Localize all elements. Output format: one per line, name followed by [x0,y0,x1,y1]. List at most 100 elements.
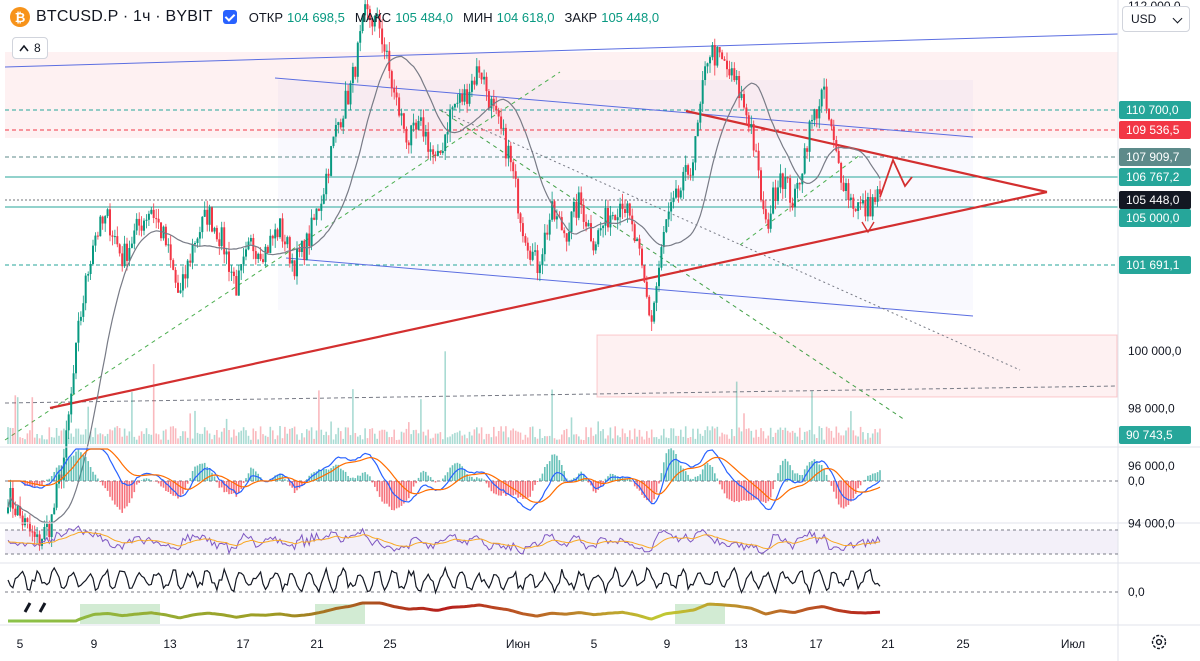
volume-bar [609,427,612,444]
volume-bar [803,431,806,444]
volume-bar [114,427,116,444]
candle-body [636,238,639,241]
histogram-bar [347,476,349,481]
volume-bar [405,428,408,444]
histogram-bar [60,465,63,481]
histogram-bar [24,481,26,486]
volume-bar [716,426,719,444]
volume-bar [318,390,320,444]
histogram-bar [799,475,801,481]
histogram-bar [449,467,451,481]
candle-body [368,9,371,21]
histogram-bar [869,475,872,481]
candle-body [551,201,554,220]
candle-body [235,276,238,296]
candle-body [135,218,138,231]
volume-bar [738,427,740,444]
volume-bar [595,434,597,444]
histogram-bar [544,467,546,481]
volume-bar [468,431,471,444]
histogram-bar [529,481,531,497]
candles [7,0,881,551]
volume-bar [733,436,736,444]
volume-bar [427,429,429,444]
candle-body [679,190,682,198]
histogram-bar [782,460,784,481]
volume-bar [94,427,97,444]
volume-bar [145,428,148,444]
histogram-bar [847,481,850,505]
volume-bar [240,430,242,444]
candle-body [869,197,872,217]
candle-body [747,115,750,128]
candle-body [767,219,770,229]
candle-body [89,264,92,274]
histogram-bar [53,472,55,481]
volume-bar [123,428,126,444]
candle-body [106,209,109,217]
volume-bar [808,429,811,444]
candle-body [189,260,192,263]
histogram-bar [337,464,340,481]
volume-bar [281,438,284,444]
histogram-bar [755,481,757,500]
volume-bar [874,429,876,444]
volume-bar [415,429,417,444]
histogram-bar [740,481,743,501]
candle-body [648,296,651,316]
candle-body [439,150,442,154]
gear-icon[interactable] [1150,633,1168,651]
histogram-bar [364,472,366,481]
volume-bar [148,434,150,444]
histogram-bar [238,481,240,493]
resistance-zone [5,52,1118,138]
candle-body [794,188,796,208]
histogram-bar [291,481,293,488]
volume-bar [238,432,240,444]
candle-body [628,203,631,216]
histogram-bar [332,466,335,481]
volume-bar [417,433,420,444]
indicators-toggle-button[interactable]: 8 [12,37,48,59]
volume-bar [223,428,225,444]
symbol-title[interactable]: BTCUSD.P · 1ч · BYBIT [36,8,213,25]
candle-body [337,122,340,125]
price-label-bg [1119,191,1191,209]
volume-bar [495,436,497,444]
candle-body [502,127,505,129]
histogram-bar [473,478,476,481]
time-tick: 21 [310,637,324,651]
candle-body [638,238,641,249]
volume-bar [466,438,468,444]
histogram-bar [456,462,459,481]
volume-bar [718,436,721,444]
candle-body [653,302,656,322]
volume-bar [675,435,677,444]
histogram-bar [677,460,680,481]
histogram-bar [279,473,281,481]
volume-bar [624,433,626,444]
price-label: 109 536,5 [1126,123,1180,137]
volume-bar [653,437,655,444]
histogram-bar [723,481,726,494]
volume-bar [806,431,808,444]
histogram-bar [104,481,106,489]
volume-bar [174,428,177,444]
histogram-bar [748,481,750,501]
volume-bar [63,428,65,444]
currency-select[interactable]: USD [1122,6,1190,32]
histogram-bar [867,475,869,481]
time-tick: 9 [664,637,671,651]
volume-bar [213,434,216,444]
candle-body [393,88,396,93]
candle-body [473,80,476,85]
histogram-bar [541,473,544,481]
volume-bar [816,438,818,444]
histogram-bar [72,455,75,481]
volume-bar [480,427,483,444]
low-value: 104 618,0 [496,9,555,25]
volume-bar [786,430,789,444]
trend-zone [675,604,725,624]
candle-body [109,209,111,236]
